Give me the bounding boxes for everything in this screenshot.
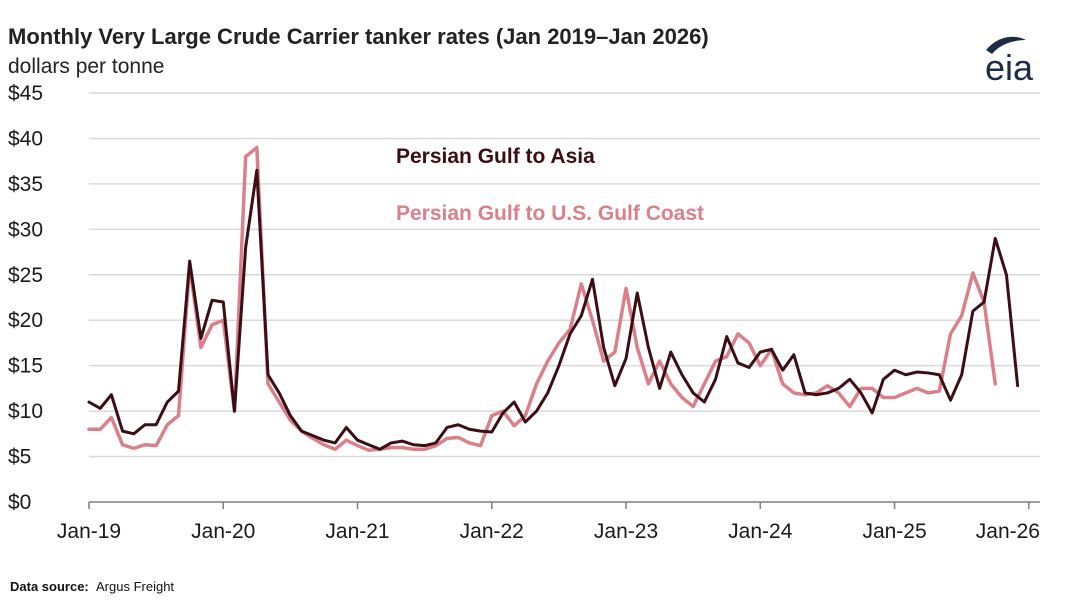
data-source-label: Data source: (10, 579, 89, 594)
chart-subtitle: dollars per tonne (8, 55, 164, 78)
x-axis-ticks: Jan-19 Jan-20 Jan-21 Jan-22 Jan-23 Jan-24 Jan-… (57, 502, 1040, 543)
y-tick-label: $30 (8, 218, 43, 241)
legend-entry-us-gulf-coast: Persian Gulf to U.S. Gulf Coast (396, 202, 704, 225)
y-tick-label: $10 (8, 400, 43, 423)
y-tick-label: $0 (8, 491, 31, 514)
y-tick-label: $20 (8, 309, 43, 332)
series-line-asia (87, 168, 1020, 451)
x-tick-label: Jan-22 (460, 520, 524, 543)
x-tick-label: Jan-21 (325, 520, 389, 543)
eia-logo-text: eia (985, 47, 1034, 88)
y-tick-label: $15 (8, 355, 43, 378)
x-tick-label: Jan-23 (594, 520, 658, 543)
x-tick-label: Jan-26 (976, 520, 1040, 543)
legend: Persian Gulf to Asia Persian Gulf to U.S… (396, 145, 704, 225)
data-source: Data source: Argus Freight (10, 579, 174, 594)
x-tick-label: Jan-25 (862, 520, 926, 543)
y-tick-label: $40 (8, 127, 43, 150)
y-tick-label: $5 (8, 446, 31, 469)
eia-logo-swoosh-icon (986, 36, 1026, 54)
x-tick-label: Jan-24 (728, 520, 793, 543)
y-tick-label: $35 (8, 173, 43, 196)
y-tick-label: $45 (8, 82, 43, 105)
data-source-text: Argus Freight (96, 579, 174, 594)
series-line-us-gulf-coast (87, 145, 997, 452)
legend-entry-asia: Persian Gulf to Asia (396, 145, 595, 168)
y-tick-label: $25 (8, 264, 43, 287)
x-tick-label: Jan-20 (191, 520, 255, 543)
series-lines (87, 145, 1020, 452)
y-axis-ticks: $0 $5 $10 $15 $20 $25 $30 $35 $40 $45 (8, 82, 43, 514)
chart-title: Monthly Very Large Crude Carrier tanker … (8, 24, 709, 49)
x-tick-label: Jan-19 (57, 520, 121, 543)
eia-logo: eia (985, 36, 1034, 88)
